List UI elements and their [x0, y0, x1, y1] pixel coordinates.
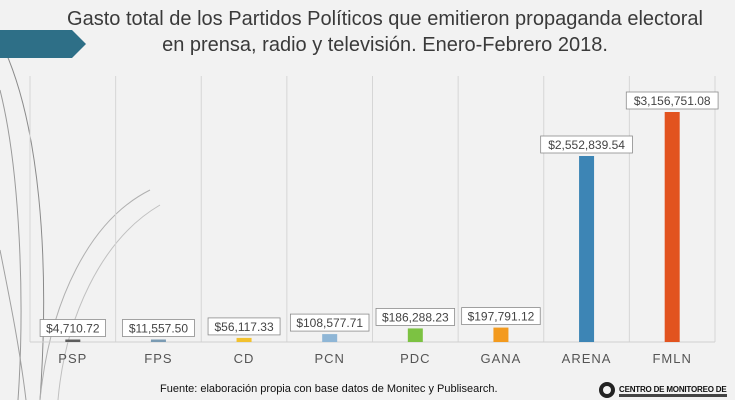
value-label: $11,557.50 [129, 322, 188, 336]
bar-gana [493, 327, 509, 342]
accent-arrow [0, 30, 86, 58]
x-tick-label: PDC [400, 351, 430, 366]
x-tick-labels: PSP FPS CD PCN PDC GANA ARENA FMLN [58, 351, 691, 366]
x-tick-label: GANA [481, 351, 522, 366]
logo-mark-icon [597, 380, 617, 400]
bar-pcn [322, 334, 338, 342]
value-label-box [207, 317, 281, 336]
decor-lines [0, 39, 161, 400]
value-label: $197,791.12 [468, 310, 535, 324]
logo-underline [619, 394, 727, 397]
value-label: $186,288.23 [382, 310, 449, 324]
bar-arena [579, 156, 595, 342]
value-label-box [289, 313, 370, 332]
value-labels: $4,710.72 $11,557.50 $56,117.33 $108,577.71… [39, 91, 719, 337]
value-label-box [540, 135, 633, 154]
logo-text: CENTRO DE MONITOREO DE [619, 385, 727, 394]
value-label-box [122, 319, 195, 337]
value-label: $108,577.71 [296, 316, 363, 330]
x-tick-label: PSP [58, 351, 87, 366]
bar-fmln [664, 112, 680, 342]
value-label: $4,710.72 [46, 322, 100, 336]
bars [65, 112, 680, 342]
source-note: Fuente: elaboración propia con base dato… [160, 383, 498, 395]
value-label-box [625, 91, 719, 110]
x-tick-label: FMLN [652, 351, 691, 366]
value-label-box [39, 319, 106, 337]
value-label: $3,156,751.08 [634, 94, 711, 108]
bar-psp [65, 339, 81, 342]
logo: CENTRO DE MONITOREO DE [597, 380, 735, 400]
x-tick-label: PCN [314, 351, 344, 366]
bar-pdc [407, 328, 423, 342]
chart-title-line1: Gasto total de los Partidos Políticos qu… [67, 8, 703, 30]
value-label: $2,552,839.54 [548, 138, 625, 152]
chart-title-line2: en prensa, radio y televisión. Enero-Feb… [162, 34, 608, 56]
x-tick-label: FPS [144, 351, 172, 366]
bar-fps [150, 339, 166, 342]
x-tick-label: CD [234, 351, 255, 366]
chart-title: Gasto total de los Partidos Políticos qu… [40, 6, 730, 58]
value-label-box [375, 308, 456, 326]
x-tick-label: ARENA [562, 351, 612, 366]
bar-cd [236, 337, 252, 342]
grid-lines [29, 76, 716, 343]
value-label-box [461, 307, 541, 325]
value-label: $56,117.33 [214, 320, 273, 334]
